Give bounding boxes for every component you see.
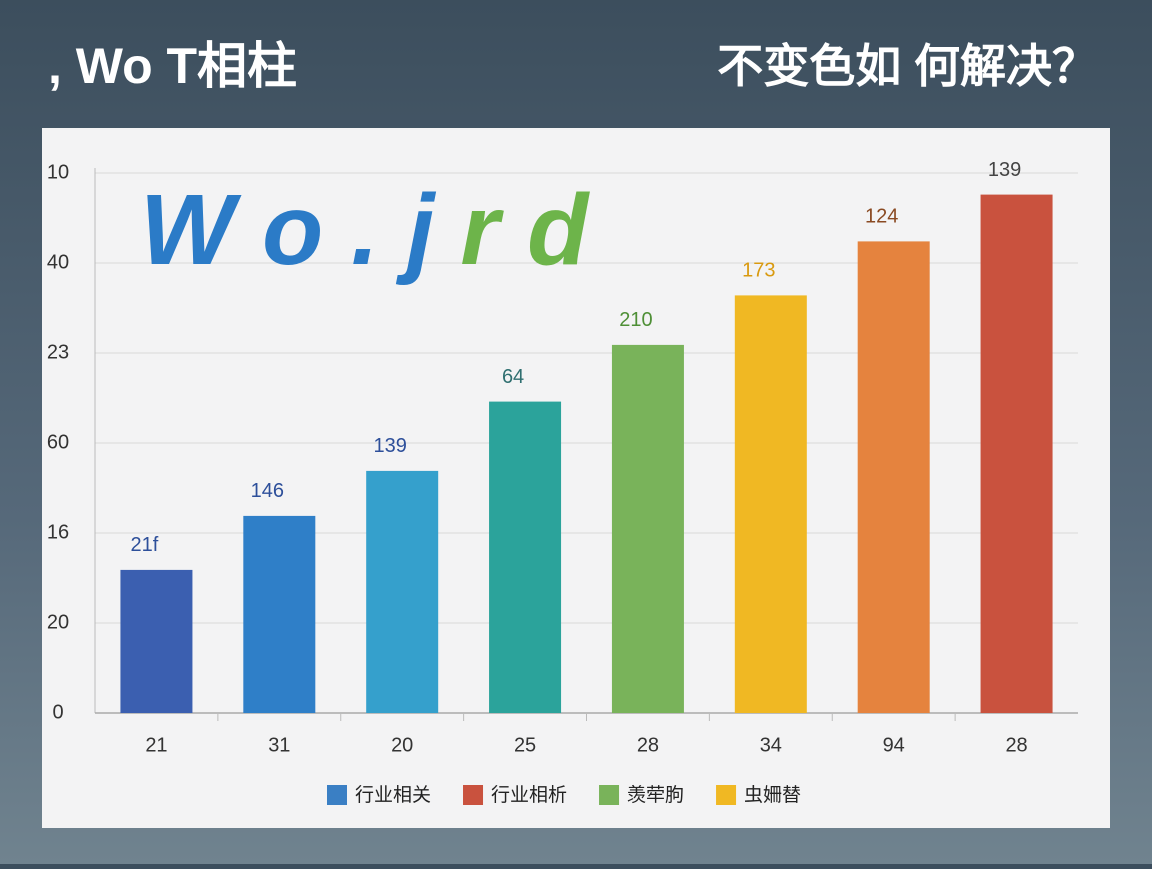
bar bbox=[120, 569, 193, 713]
y-tick-label: 10 bbox=[47, 161, 69, 183]
y-tick-label: 23 bbox=[47, 341, 69, 363]
legend-swatch bbox=[463, 785, 484, 805]
overlay-piece: r d bbox=[460, 174, 590, 286]
legend-swatch bbox=[327, 785, 347, 805]
overlay-piece: W o . j bbox=[140, 174, 437, 286]
x-tick-label: 20 bbox=[391, 734, 413, 756]
x-tick-label: 21 bbox=[145, 734, 167, 756]
header-left: , Wo T相柱 bbox=[48, 38, 297, 94]
x-tick-label: 31 bbox=[268, 734, 290, 756]
bar bbox=[734, 295, 807, 713]
legend-swatch bbox=[716, 785, 737, 805]
chart-panel bbox=[42, 128, 1110, 828]
y-tick-label: 0 bbox=[52, 701, 63, 723]
y-tick-label: 20 bbox=[47, 611, 69, 633]
bar-label: 146 bbox=[251, 480, 284, 502]
y-tick-label: 60 bbox=[47, 431, 69, 453]
legend-label: 行业相关 bbox=[355, 784, 431, 806]
header-right: 不变色如 何解决？ bbox=[717, 40, 1098, 92]
bar-label: 124 bbox=[865, 206, 898, 228]
bar-label: 210 bbox=[619, 309, 652, 331]
legend-label: 行业相析 bbox=[491, 784, 567, 806]
x-tick-label: 34 bbox=[760, 734, 782, 756]
bar-label: 21f bbox=[131, 534, 159, 556]
x-tick-label: 94 bbox=[883, 734, 905, 756]
bar-label: 139 bbox=[988, 159, 1021, 181]
bar bbox=[366, 470, 439, 713]
bar bbox=[489, 401, 562, 713]
bar bbox=[857, 241, 930, 713]
y-tick-label: 40 bbox=[47, 251, 69, 273]
y-tick-label: 16 bbox=[47, 521, 69, 543]
legend-label: 羡荦朐 bbox=[627, 784, 684, 806]
legend-label: 虫姍替 bbox=[744, 784, 801, 806]
x-tick-label: 25 bbox=[514, 734, 536, 756]
x-tick-label: 28 bbox=[1005, 734, 1027, 756]
x-tick-label: 28 bbox=[637, 734, 659, 756]
bar-label: 64 bbox=[502, 366, 524, 388]
bar-label: 139 bbox=[374, 435, 407, 457]
bar bbox=[980, 194, 1053, 714]
bar bbox=[611, 344, 684, 713]
bar-label: 173 bbox=[742, 260, 775, 282]
legend-swatch bbox=[599, 785, 620, 805]
bar bbox=[243, 515, 316, 713]
